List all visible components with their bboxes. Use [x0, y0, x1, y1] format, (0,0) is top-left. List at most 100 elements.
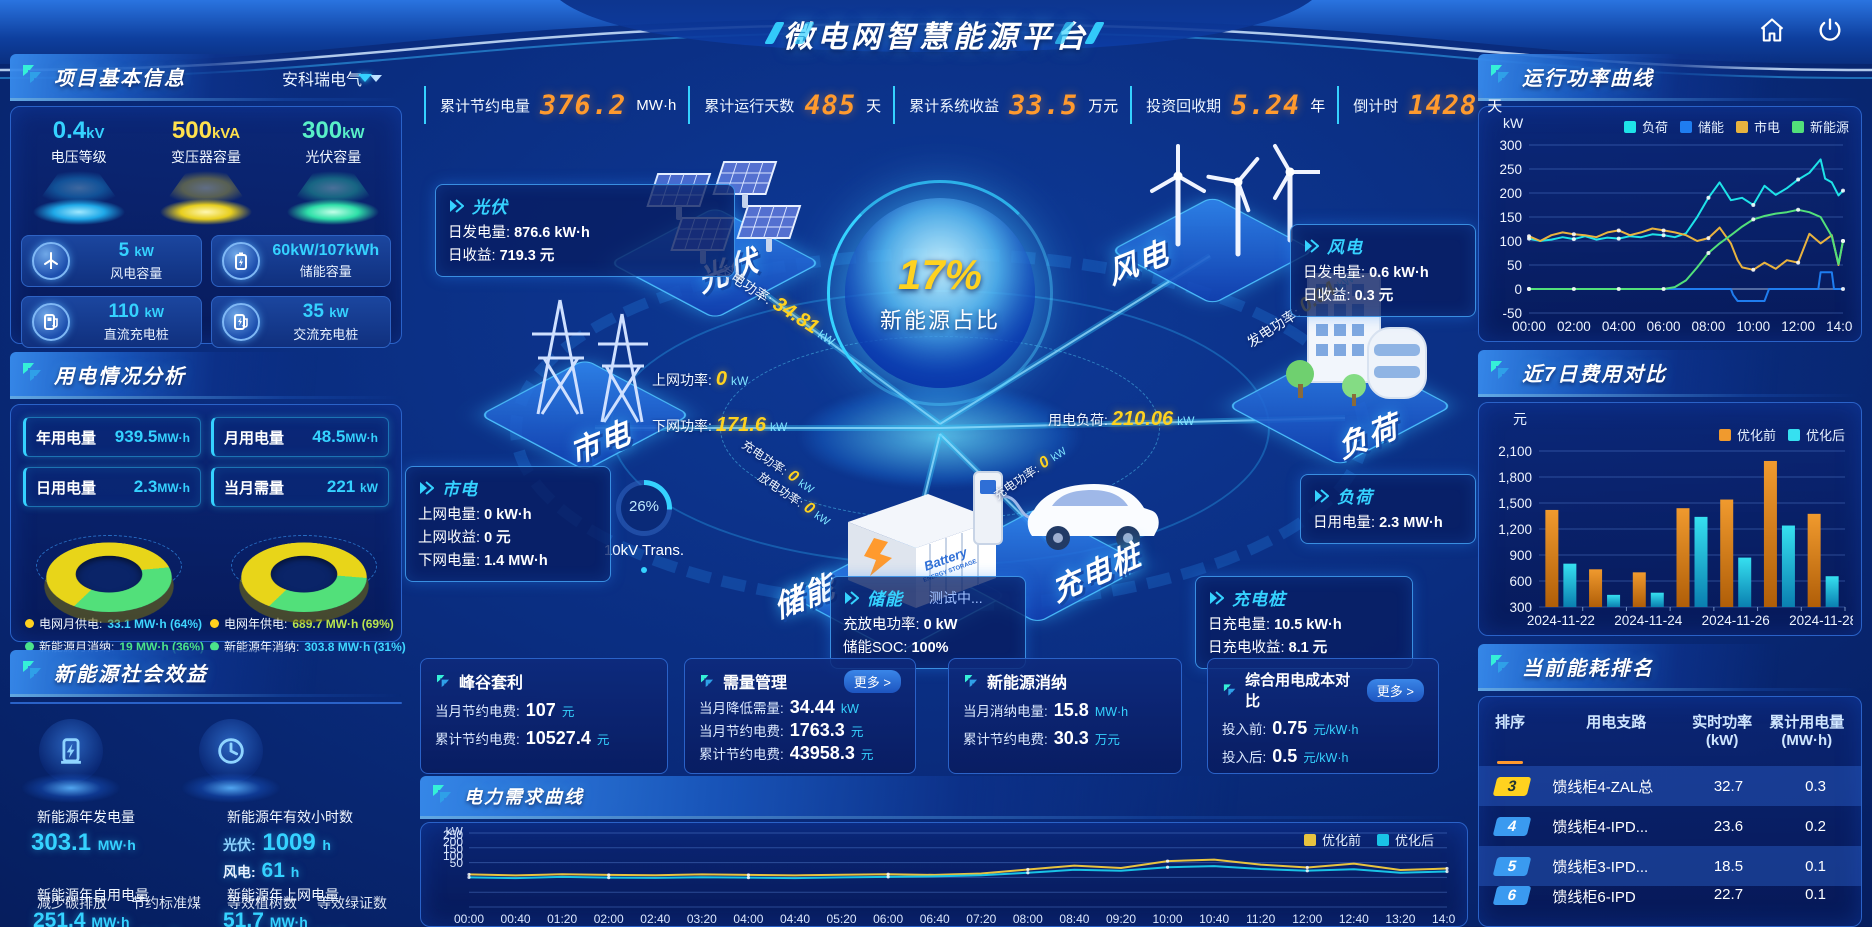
- transformer-load-gauge: 26% 10kV Trans.: [596, 480, 692, 573]
- collapse-chevron-button[interactable]: [352, 70, 378, 86]
- svg-text:09:20: 09:20: [1106, 912, 1136, 925]
- svg-text:14:00: 14:00: [1432, 912, 1455, 925]
- svg-text:kW: kW: [446, 827, 464, 838]
- box-title: 储能: [867, 590, 903, 609]
- legend-item[interactable]: 优化后: [1376, 830, 1434, 849]
- panel-title: 峰谷套利: [459, 675, 524, 692]
- project-info-panel: 项目基本信息 安科瑞电气 0.4kV 电压等级 500kVA 变压器容量 300…: [10, 54, 402, 348]
- storage-status: 测试中...: [929, 589, 983, 606]
- panel-title: 电力需求曲线: [464, 787, 584, 807]
- table-row: 6 馈线柜6-IPD 22.7 0.1: [1479, 886, 1861, 916]
- flow-unit: kW: [1177, 414, 1195, 428]
- stat-value: 33.5: [1009, 89, 1079, 121]
- demand-curve-panel: 电力需求曲线 kW 250 200 150 100 50 00:00 00:40 01:20 02…: [420, 776, 1468, 927]
- legend-item[interactable]: 优化后: [1787, 425, 1845, 444]
- row-label: 日用电量:: [1313, 515, 1376, 531]
- donut-month-chart: [34, 521, 184, 613]
- pedestal-unit: kV: [86, 125, 105, 142]
- box-title: 市电: [442, 480, 478, 499]
- chip-unit: kW: [329, 305, 349, 320]
- cost-comparison-panel: 综合用电成本对比 更多 > 投入前: 0.75 元/kW·h 投入后: 0.5 元/kW…: [1207, 658, 1439, 774]
- usage-day-box: 日用电量 2.3MW·h: [23, 467, 201, 507]
- svg-text:2024-11-24: 2024-11-24: [1614, 613, 1683, 628]
- legend-item[interactable]: 新能源: [1791, 117, 1849, 136]
- flow-load-power: 用电负荷: 210.06 kW: [1048, 408, 1194, 431]
- power-icon[interactable]: [1814, 14, 1846, 46]
- light-cone: [290, 171, 377, 205]
- svg-text:02:40: 02:40: [640, 912, 670, 925]
- row-label: 日充电收益:: [1208, 640, 1285, 656]
- light-cone: [162, 171, 249, 205]
- stat-countdown: 倒计时 1428 天: [1337, 86, 1514, 124]
- stat-system-income: 累计系统收益 33.5 万元: [893, 86, 1130, 124]
- svg-text:12:00: 12:00: [1292, 912, 1322, 925]
- gauge-value: 26%: [628, 498, 660, 515]
- svg-text:2024-11-22: 2024-11-22: [1527, 613, 1595, 628]
- legend-swatch: [1791, 120, 1804, 133]
- y-axis-unit: 元: [1513, 411, 1527, 427]
- svg-text:150: 150: [443, 842, 463, 856]
- legend-swatch: [1679, 120, 1692, 133]
- svg-text:06:00: 06:00: [873, 912, 903, 925]
- flow-label: 用电负荷:: [1048, 412, 1108, 428]
- svg-text:14:00: 14:00: [1826, 319, 1853, 334]
- company-name: 安科瑞电气: [281, 72, 362, 89]
- svg-text:08:40: 08:40: [1059, 912, 1089, 925]
- row-value: 0.3 元: [1354, 288, 1394, 304]
- glow-disc: [21, 773, 121, 803]
- svg-text:13:20: 13:20: [1385, 912, 1415, 925]
- title-decoration-left-1: [764, 22, 785, 44]
- home-icon[interactable]: [1756, 14, 1788, 46]
- stat-saved-energy: 累计节约电量 376.2 MW·h: [424, 86, 688, 124]
- legend-item[interactable]: 优化前: [1303, 830, 1361, 849]
- flow-to-grid-power: 上网功率: 0 kW: [652, 368, 748, 391]
- stat-unit: 年: [1310, 97, 1326, 115]
- svg-text:07:20: 07:20: [966, 912, 996, 925]
- stat-value: 485: [804, 89, 857, 121]
- flow-label: 下网功率:: [652, 418, 712, 434]
- legend-grid-month[interactable]: 电网月供电: 33.1 MW·h (64%): [25, 615, 204, 632]
- legend-item[interactable]: 负荷: [1623, 117, 1668, 136]
- row-value: 876.6 kW·h: [514, 225, 590, 241]
- svg-text:02:00: 02:00: [1557, 319, 1591, 334]
- svg-text:08:00: 08:00: [1013, 912, 1043, 925]
- svg-text:12:00: 12:00: [1781, 319, 1815, 334]
- legend-label: 优化后: [1805, 428, 1845, 443]
- svg-text:10:00: 10:00: [1736, 319, 1770, 334]
- row-label: 储能SOC:: [843, 640, 908, 656]
- panel-title: 需量管理: [723, 675, 788, 692]
- svg-text:06:00: 06:00: [1647, 319, 1681, 334]
- legend-swatch: [1303, 833, 1316, 846]
- legend-dot: [210, 642, 220, 651]
- legend-grid-year[interactable]: 电网年供电: 689.7 MW·h (69%): [210, 615, 406, 632]
- legend-label: 负荷: [1641, 120, 1668, 135]
- legend-item[interactable]: 优化前: [1718, 425, 1776, 444]
- svg-text:04:00: 04:00: [1602, 319, 1636, 334]
- stat-payback-period: 投资回收期 5.24 年: [1130, 86, 1337, 124]
- legend-swatch: [1718, 428, 1731, 441]
- legend-item[interactable]: 储能: [1679, 117, 1724, 136]
- dc-charger-icon: [32, 303, 70, 341]
- row-value: 1.4 MW·h: [484, 553, 548, 569]
- row-label: 日充电量:: [1208, 617, 1271, 633]
- svg-text:00:40: 00:40: [501, 912, 531, 925]
- svg-text:1,200: 1,200: [1498, 522, 1532, 537]
- svg-text:05:20: 05:20: [827, 912, 857, 925]
- chip-unit: kW: [134, 244, 154, 259]
- ac-charger-icon: [221, 303, 260, 341]
- svg-text:12:40: 12:40: [1339, 912, 1369, 925]
- grid-info-box: 市电 上网电量: 0 kW·h 上网收益: 0 元 下网电量: 1.4 MW·h: [405, 466, 611, 582]
- more-button[interactable]: 更多 >: [843, 669, 901, 693]
- flow-label: 上网功率:: [652, 372, 712, 388]
- legend-item[interactable]: 市电: [1735, 117, 1780, 136]
- more-button[interactable]: 更多 >: [1366, 678, 1424, 702]
- svg-text:10:00: 10:00: [1153, 912, 1183, 925]
- generation-icon: [39, 719, 103, 783]
- chip-value: 35: [302, 301, 324, 322]
- pedestal-value: 500: [171, 117, 212, 144]
- self-use-label: 新能源年自用电量: [37, 887, 149, 903]
- wind-hours: 风电: 61 h: [223, 859, 300, 882]
- legend-label: 优化前: [1321, 833, 1361, 848]
- chip-label: 风电容量: [110, 266, 163, 281]
- light-cone: [35, 171, 122, 205]
